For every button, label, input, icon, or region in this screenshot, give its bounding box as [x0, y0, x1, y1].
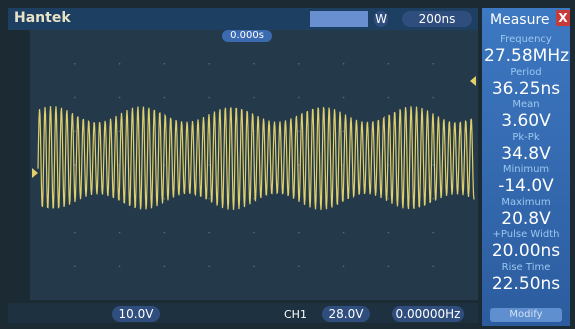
grid-dot — [208, 97, 210, 99]
grid-dot — [253, 97, 255, 99]
grid-dot — [164, 232, 166, 234]
measure-label: Period — [484, 67, 568, 78]
grid-dot — [119, 232, 121, 234]
grid-dot — [164, 198, 166, 200]
grid-dot — [298, 130, 300, 132]
ch1-marker — [32, 168, 38, 178]
screen — [30, 30, 478, 300]
grid-dot — [164, 97, 166, 99]
grid-dot — [119, 63, 121, 65]
measure-value: 27.58MHz — [484, 46, 568, 66]
measure-value: 20.00ns — [484, 241, 568, 261]
close-button[interactable]: X — [556, 10, 570, 26]
measure-label: +Pulse Width — [484, 229, 568, 240]
ch-scale[interactable]: 10.0V — [112, 306, 160, 322]
grid-dot — [164, 265, 166, 267]
grid-dot — [208, 198, 210, 200]
measure-label: Pk-Pk — [484, 132, 568, 143]
grid-dot — [432, 97, 434, 99]
grid-dot — [208, 232, 210, 234]
grid-dot — [298, 63, 300, 65]
grid-dot — [388, 232, 390, 234]
grid-dot — [343, 63, 345, 65]
measure-value: 34.8V — [484, 144, 568, 164]
page: {"header":{"brand":"Hantek","timebase":"… — [0, 0, 575, 329]
modify-button[interactable]: Modify — [490, 308, 562, 322]
window-indicator — [310, 11, 368, 27]
measure-label: Rise Time — [484, 262, 568, 273]
grid-dot — [388, 265, 390, 267]
measure-title: Measure — [490, 12, 550, 28]
oscilloscope: Hantek W 200ns 0.000s Measure X Frequenc… — [0, 0, 575, 329]
trigger-marker — [470, 76, 476, 86]
trigger-level[interactable]: 28.0V — [322, 306, 370, 322]
grid-dot — [298, 232, 300, 234]
grid-dot — [388, 63, 390, 65]
grid-dot — [253, 265, 255, 267]
grid-dot — [74, 97, 76, 99]
frequency-counter: 0.00000Hz — [392, 306, 464, 322]
grid-dot — [253, 232, 255, 234]
grid-dot — [74, 63, 76, 65]
grid-dot — [119, 265, 121, 267]
measure-value: -14.0V — [484, 176, 568, 196]
grid-dot — [298, 265, 300, 267]
measure-label: Minimum — [484, 164, 568, 175]
grid-dot — [74, 130, 76, 132]
grid-dot — [164, 63, 166, 65]
grid-dot — [343, 265, 345, 267]
measure-label: Frequency — [484, 34, 568, 45]
grid-dot — [74, 265, 76, 267]
measure-value: 36.25ns — [484, 79, 568, 99]
grid-dot — [298, 97, 300, 99]
brand: Hantek — [14, 10, 71, 26]
grid-dot — [432, 198, 434, 200]
grid-dot — [343, 97, 345, 99]
grid-dot — [432, 232, 434, 234]
measure-label: Mean — [484, 99, 568, 110]
channel: CH1 — [284, 308, 307, 321]
grid-dot — [74, 232, 76, 234]
trigger-time: 0.000s — [222, 30, 272, 42]
measure-value: 3.60V — [484, 111, 568, 131]
measure-value: 20.8V — [484, 209, 568, 229]
grid-dot — [432, 265, 434, 267]
waveform — [38, 106, 474, 210]
grid-dot — [208, 164, 210, 166]
measure-label: Maximum — [484, 197, 568, 208]
grid-dot — [208, 63, 210, 65]
waveform-display — [30, 30, 478, 300]
grid-dot — [388, 198, 390, 200]
grid-dot — [343, 232, 345, 234]
grid-dot — [432, 63, 434, 65]
measure-value: 22.50ns — [484, 274, 568, 294]
timebase[interactable]: 200ns — [402, 11, 472, 27]
grid-dot — [253, 63, 255, 65]
grid-dot — [388, 97, 390, 99]
window-label[interactable]: W — [374, 11, 388, 27]
grid-dot — [432, 164, 434, 166]
grid-dot — [119, 97, 121, 99]
grid-dot — [208, 265, 210, 267]
